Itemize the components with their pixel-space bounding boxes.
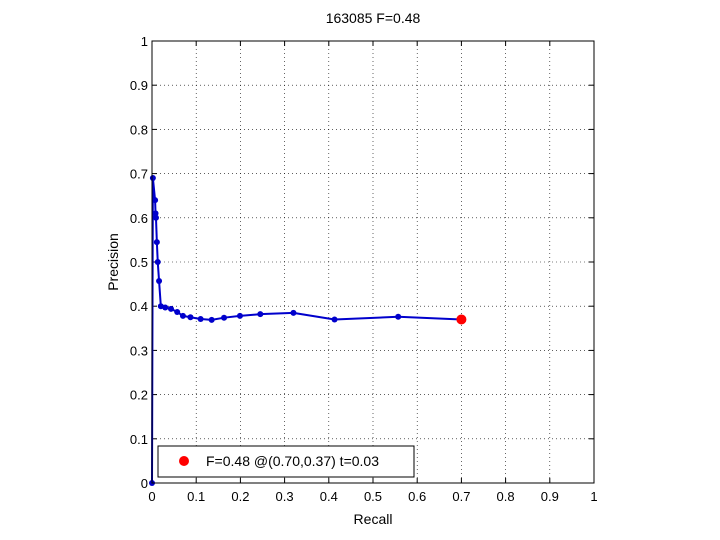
pr-curve-point [149, 175, 156, 182]
x-tick-label: 0.2 [231, 489, 249, 504]
x-tick-label: 0.4 [320, 489, 338, 504]
y-tick-label: 0.9 [130, 78, 148, 93]
pr-curve-point [153, 239, 160, 246]
pr-curve-point [187, 314, 194, 321]
x-tick-label: 0.7 [452, 489, 470, 504]
y-tick-label: 0.1 [130, 432, 148, 447]
x-tick-label: 1 [590, 489, 597, 504]
legend-marker [179, 456, 189, 466]
pr-curve-point [197, 316, 204, 323]
pr-curve-point [257, 311, 264, 318]
y-tick-label: 0.6 [130, 211, 148, 226]
pr-curve-point [221, 314, 228, 321]
y-tick-label: 0.7 [130, 167, 148, 182]
grid-layer [152, 41, 594, 483]
pr-curve-point [174, 308, 181, 315]
pr-curve-point [156, 278, 163, 285]
pr-curve-point [331, 316, 338, 323]
y-tick-label: 0.4 [130, 299, 148, 314]
pr-curve-point [152, 214, 159, 221]
pr-curve-point [395, 313, 402, 320]
y-tick-label: 0.5 [130, 255, 148, 270]
legend-box [157, 445, 415, 478]
legend-label: F=0.48 @(0.70,0.37) t=0.03 [206, 453, 379, 469]
pr-curve-point [236, 312, 243, 319]
y-tick-label: 0.8 [130, 122, 148, 137]
y-tick-label: 0.3 [130, 343, 148, 358]
pr-curve-point [152, 210, 159, 217]
x-tick-label: 0.1 [187, 489, 205, 504]
y-tick-label: 0 [141, 476, 148, 491]
x-tick-label: 0.5 [364, 489, 382, 504]
pr-curve-point [168, 305, 175, 312]
chart-title: 163085 F=0.48 [326, 10, 421, 26]
y-tick-label: 0.2 [130, 388, 148, 403]
pr-curve-point [290, 309, 297, 316]
x-axis-title: Recall [354, 511, 393, 527]
x-tick-label: 0.8 [497, 489, 515, 504]
y-tick-label: 1 [141, 34, 148, 49]
tick-layer: 0 0.1 0.2 0.3 0.4 0.5 0.6 0.7 0.8 0.9 1 0 0.1 0.2 0.3 0… [130, 34, 598, 504]
y-axis-title: Precision [105, 233, 121, 291]
x-tick-label: 0.3 [276, 489, 294, 504]
legend: F=0.48 @(0.70,0.37) t=0.03 [157, 445, 415, 478]
x-tick-label: 0 [148, 489, 155, 504]
x-tick-label: 0.9 [541, 489, 559, 504]
plot-frame [151, 40, 595, 484]
pr-curve-point [152, 197, 159, 204]
pr-curve-point [179, 312, 186, 319]
pr-curve-point [162, 304, 169, 311]
best-f-point [456, 314, 467, 325]
pr-curve-point [208, 316, 215, 323]
pr-curve-point [154, 259, 161, 265]
series-layer [149, 175, 467, 486]
x-tick-label: 0.6 [408, 489, 426, 504]
